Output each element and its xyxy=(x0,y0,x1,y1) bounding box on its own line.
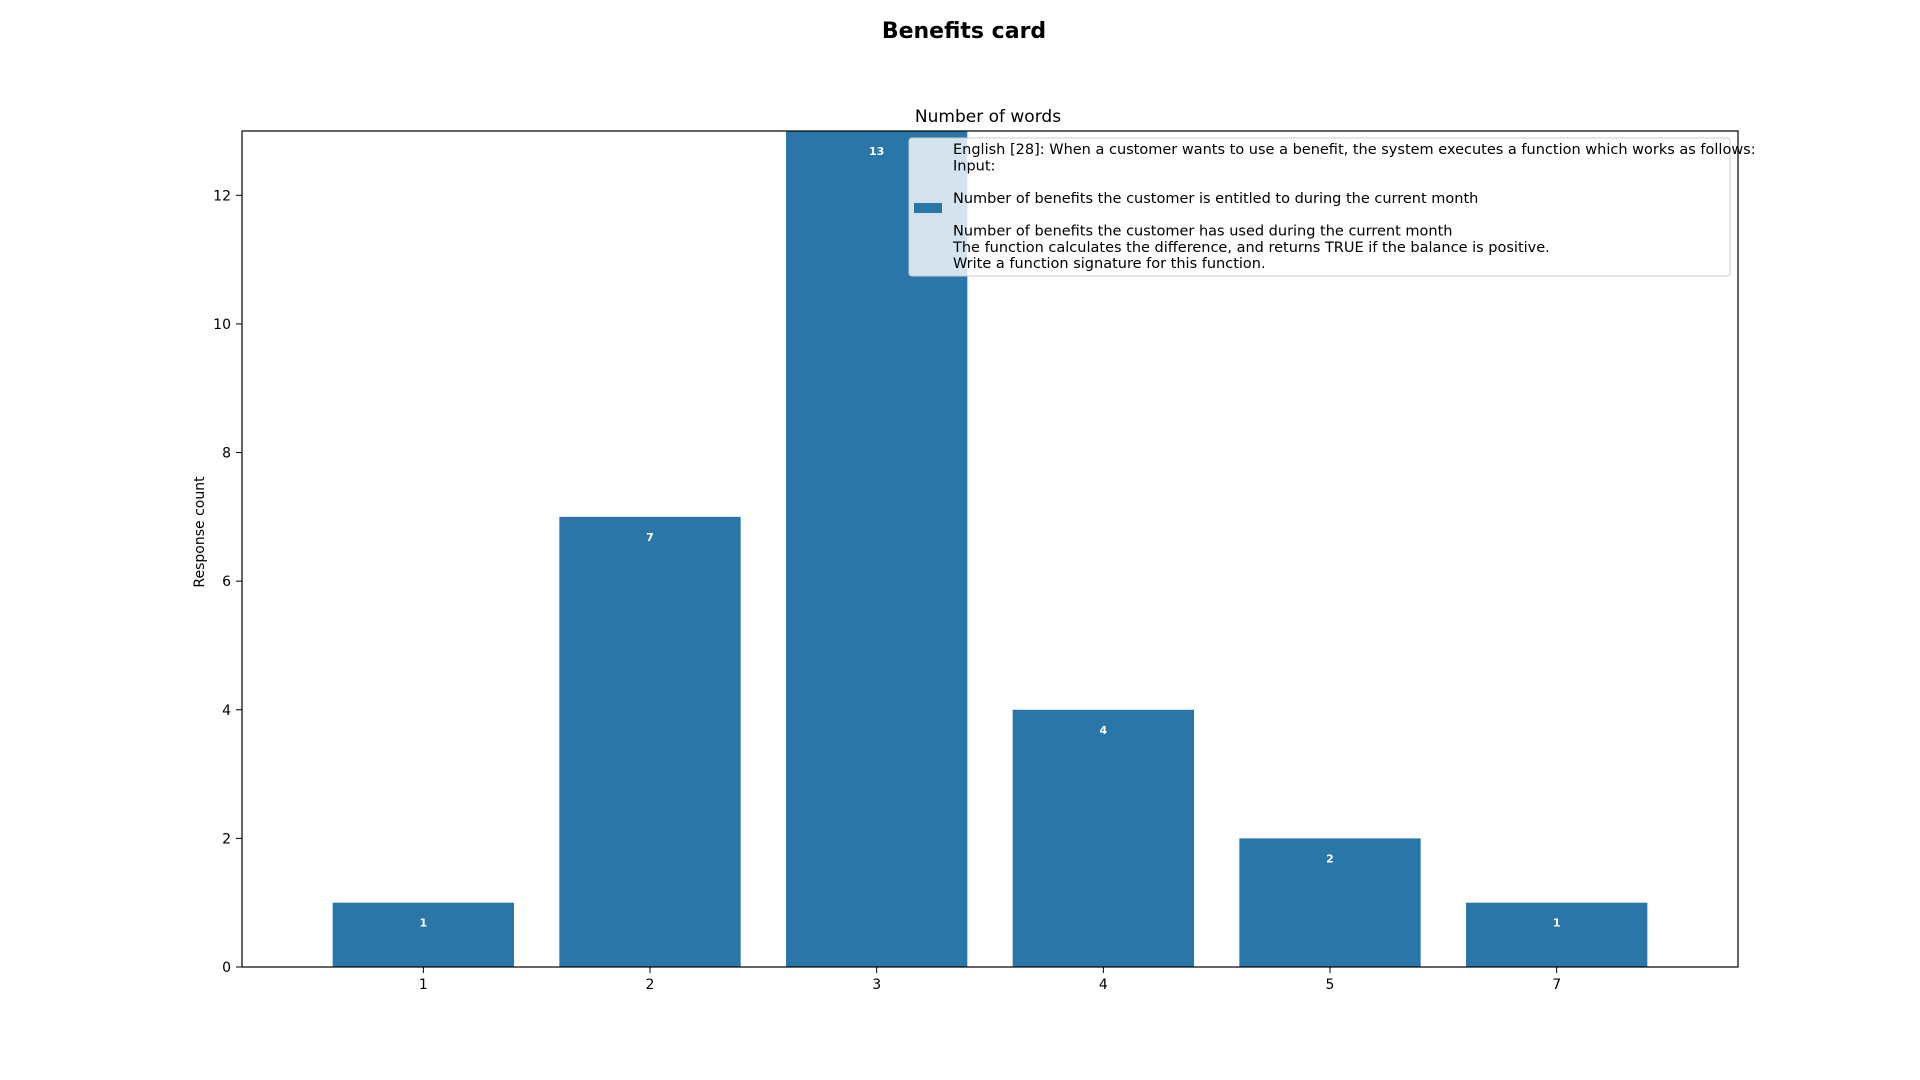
x-tick-label: 5 xyxy=(1326,977,1335,993)
x-tick-label: 2 xyxy=(646,977,655,993)
bar-data-label: 2 xyxy=(1326,852,1334,865)
y-tick-label: 12 xyxy=(213,188,231,204)
plot-frame xyxy=(241,130,1739,968)
bar-5 xyxy=(1239,838,1421,967)
bar-1 xyxy=(332,902,514,967)
y-tick-label: 2 xyxy=(222,831,231,847)
chart-suptitle: Benefits card xyxy=(882,19,1046,44)
legend-box xyxy=(908,137,1731,277)
y-tick-label: 4 xyxy=(222,703,231,719)
bar-2 xyxy=(559,516,741,967)
legend-swatch xyxy=(914,203,942,213)
y-tick-label: 0 xyxy=(222,960,231,976)
y-axis-label: Response count xyxy=(192,476,208,588)
x-tick-label: 1 xyxy=(419,977,428,993)
bar-data-label: 1 xyxy=(1553,917,1561,930)
chart-title: Number of words xyxy=(915,107,1061,127)
y-tick-label: 8 xyxy=(222,446,231,462)
x-tick-label: 4 xyxy=(1099,977,1108,993)
bar-data-label: 7 xyxy=(646,531,654,544)
legend: English [28]: When a customer wants to u… xyxy=(908,137,1756,277)
legend-label: English [28]: When a customer wants to u… xyxy=(952,142,1756,272)
bar-7 xyxy=(1466,902,1648,967)
bar-data-label: 4 xyxy=(1100,724,1108,737)
x-tick-label: 3 xyxy=(872,977,881,993)
bar-data-label: 13 xyxy=(869,145,884,158)
y-tick-label: 10 xyxy=(213,317,231,333)
x-tick-label: 7 xyxy=(1552,977,1561,993)
y-tick-label: 6 xyxy=(222,574,231,590)
bar-4 xyxy=(1012,709,1194,967)
bar-data-label: 1 xyxy=(420,917,428,930)
